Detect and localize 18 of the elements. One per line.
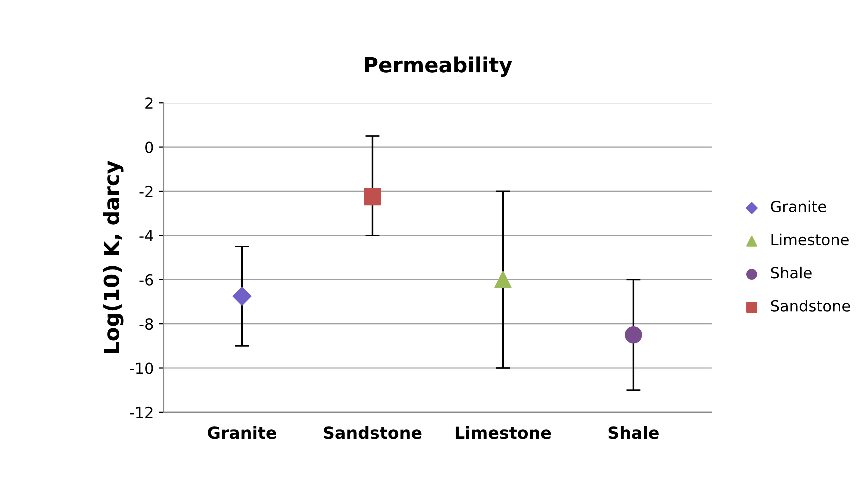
y-tick-label: -8 [140,318,154,330]
x-tick-label: Sandstone [324,426,422,440]
y-axis-title: Log(10) K, darcy [103,161,124,353]
y-tick-label: 0 [146,142,154,154]
x-tick-label: Limestone [456,426,552,440]
y-tick-label: -4 [140,230,154,242]
y-tick-label: -2 [140,186,153,198]
x-tick-label: Granite [208,426,276,440]
y-tick-label: -12 [130,406,153,418]
y-tick-label: -6 [140,274,154,286]
legend-label: Limestone [772,234,849,246]
y-tick-label: 2 [146,98,153,109]
chart-title: Permeability [365,56,512,78]
legend-label: Granite [771,200,826,213]
x-tick-label: Shale [608,426,659,440]
legend-label: Sandstone [771,300,850,312]
legend-label: Shale [771,266,812,279]
y-tick-label: -10 [130,362,154,374]
